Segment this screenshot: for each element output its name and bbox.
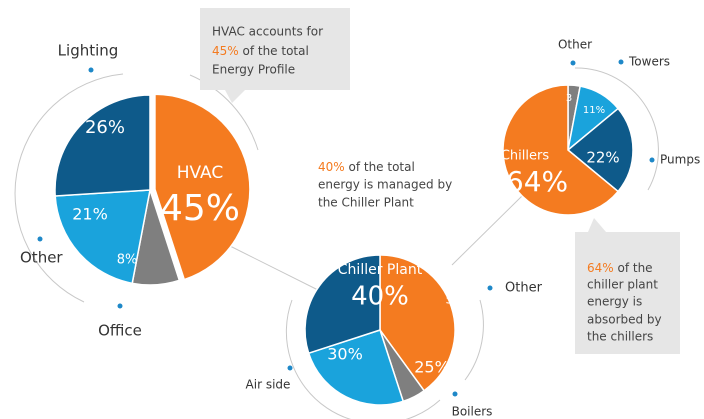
pie: 3 Other 11% Towers 22% Pumps 64%Chillers (501, 38, 700, 216)
label-dot (287, 365, 293, 371)
value-label: 30% (327, 345, 363, 364)
outer-arc (14, 73, 124, 303)
callout-chillers: 64% of the chiller plant energy is absor… (575, 218, 680, 354)
value-label: 5% (445, 293, 464, 307)
category-label: HVAC (177, 163, 224, 183)
category-label: Towers (628, 55, 670, 69)
callout-box (200, 8, 350, 90)
label-dot (570, 60, 576, 66)
label-dot (452, 391, 458, 397)
connector (451, 195, 523, 266)
outer-arc (285, 299, 441, 419)
callout-text: energy is managed by (318, 178, 452, 192)
callout-text: Energy Profile (212, 63, 295, 77)
pie-slice (566, 107, 634, 193)
category-label: Boilers (452, 405, 493, 419)
value-label: 11% (583, 105, 605, 116)
callout-text: the Chiller Plant (318, 196, 414, 210)
label-dot (649, 157, 655, 163)
pie-slice (502, 84, 620, 216)
category-label: Other (505, 281, 543, 296)
label-dot (37, 236, 43, 242)
text: of the (614, 261, 653, 275)
pie-slice (379, 254, 456, 392)
pie-slice (154, 93, 251, 281)
value-label: 40% (351, 282, 409, 312)
label-dot (117, 303, 123, 309)
callout-text: HVAC accounts for (212, 25, 323, 39)
value-label: 3 (566, 93, 572, 104)
highlight: 45% (212, 44, 239, 58)
category-label: Other (20, 249, 63, 267)
value-label: 25% (414, 358, 450, 377)
connector (227, 244, 323, 293)
callout-text: absorbed by (587, 313, 662, 327)
value-label: 64% (506, 165, 568, 198)
highlight: 64% (587, 261, 614, 275)
pie: 45% HVAC 8% Office 21% Other 26% Lighting (20, 42, 251, 340)
callout-pointer (225, 90, 245, 103)
callout-text: energy is (587, 295, 642, 309)
value-label: 45% (160, 188, 240, 229)
callout-text: 45% of the total (212, 44, 309, 58)
callout-text: the chillers (587, 330, 653, 344)
callout-text: 64% of the (587, 261, 653, 275)
callout-chiller-plant: 40% of the total energy is managed by th… (318, 160, 452, 210)
callout-text: chiller plant (587, 278, 658, 292)
category-label: Air side (246, 378, 291, 392)
value-label: 22% (586, 149, 619, 167)
pie-slice (54, 94, 151, 197)
category-label: Chillers (501, 149, 549, 164)
value-label: 8% (117, 253, 138, 268)
text: of the total (239, 44, 309, 58)
decoration (14, 67, 659, 419)
text: of the total (345, 160, 415, 174)
callout-pointer (588, 218, 606, 232)
category-label: Other (558, 38, 592, 52)
pie-slice (304, 254, 381, 355)
value-label: 21% (72, 205, 108, 224)
category-label: Lighting (58, 42, 119, 60)
label-dot (618, 59, 624, 65)
value-label: 26% (85, 117, 125, 138)
callout-box (575, 232, 680, 354)
label-dot (88, 67, 94, 73)
highlight: 40% (318, 160, 345, 174)
outer-arc (574, 67, 659, 191)
category-label: Chiller Plant (338, 262, 423, 278)
label-dot (487, 285, 493, 291)
category-label: Pumps (660, 153, 700, 167)
pie-slice (54, 189, 151, 285)
pie-slice (307, 329, 405, 406)
pie: 40% Chiller Plant 5% Other 25% Boilers 30% Air … (246, 254, 543, 419)
callout-hvac: HVAC accounts for 45% of the total Energ… (200, 8, 350, 103)
outer-arc (464, 299, 484, 381)
category-label: Office (98, 322, 142, 340)
callout-text: 40% of the total (318, 160, 415, 174)
